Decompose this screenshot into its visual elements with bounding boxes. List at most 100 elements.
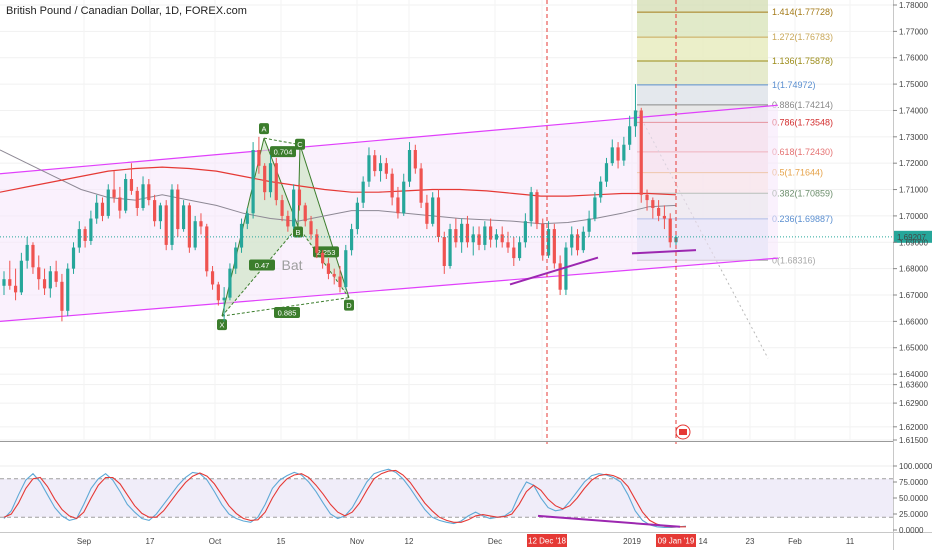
candle-body	[407, 150, 412, 182]
pattern-leg-ac[interactable]	[263, 137, 301, 146]
candle-body	[54, 271, 58, 282]
event-flag-icon[interactable]	[675, 424, 691, 440]
candle	[274, 157, 278, 206]
candle-body	[431, 197, 435, 224]
moving-average-red	[0, 166, 677, 197]
candle	[95, 194, 99, 224]
candle	[396, 186, 400, 219]
candle	[378, 155, 383, 182]
fib-level-label: 0(1.68316)	[772, 255, 816, 265]
candle	[13, 268, 18, 301]
candle-body	[454, 229, 458, 243]
candle	[216, 281, 220, 306]
channel-upper-line[interactable]	[0, 104, 779, 175]
candle	[517, 237, 522, 261]
pattern-point-box	[295, 138, 305, 150]
candle	[633, 84, 638, 137]
candle-body	[158, 205, 163, 222]
price-channel	[0, 104, 779, 322]
candle	[489, 218, 493, 248]
channel-fill	[0, 105, 778, 322]
candle	[529, 186, 533, 227]
oscillator-axis[interactable]: 100.0000 75.0000 50.0000 25.0000 0.0000	[893, 462, 932, 535]
candle	[257, 136, 261, 174]
candle	[581, 226, 585, 253]
time-tick-label: Oct	[209, 537, 222, 546]
candle-body	[48, 271, 52, 289]
candle-body	[633, 110, 638, 127]
candle	[141, 176, 145, 211]
candle	[176, 184, 180, 237]
candle	[465, 215, 470, 248]
price-tick-label: 1.70000	[899, 212, 928, 221]
chart-title: British Pound / Canadian Dollar, 1D, FOR…	[6, 5, 247, 17]
candle-body	[639, 110, 643, 195]
fib-level-label: 0.618(1.72430)	[772, 147, 833, 157]
candle-body	[118, 197, 122, 211]
pattern-ratio-label: 0.47	[255, 261, 270, 270]
candle-body	[465, 223, 470, 243]
pattern-leg-xd[interactable]	[221, 297, 350, 317]
pattern-leg-cd[interactable]	[299, 144, 350, 298]
price-divergence-line[interactable]	[509, 256, 599, 286]
candle	[106, 184, 110, 219]
candle	[37, 255, 41, 290]
candle	[494, 229, 499, 248]
fib-zone	[637, 84, 768, 105]
candle-body	[552, 229, 556, 264]
date-marker-label: 12 Dec '18	[528, 537, 567, 546]
pattern-point-x: X	[219, 321, 224, 330]
candle-body	[662, 215, 667, 219]
candle-body	[124, 179, 128, 211]
fib-level-label: 0.886(1.74214)	[772, 100, 833, 110]
price-axis[interactable]: 1.78000 1.77000 1.76000 1.75000 1.74000 1.730…	[893, 1, 928, 445]
channel-lower-line[interactable]	[0, 257, 779, 322]
candle-body	[83, 229, 87, 241]
fib-level-label: 0.236(1.69887)	[772, 214, 833, 224]
date-marker-label: 09 Jan '19	[658, 537, 695, 546]
candle	[355, 197, 359, 235]
osc-tick-label: 75.0000	[899, 478, 928, 487]
candle	[60, 273, 64, 322]
candle-body	[193, 221, 197, 248]
price-tick-label: 1.68000	[899, 265, 928, 274]
candle	[604, 157, 609, 187]
candle	[170, 184, 174, 251]
fib-zone-top	[637, 0, 768, 13]
candle-body	[448, 229, 452, 266]
annotations: 1.69207	[0, 0, 932, 532]
time-axis[interactable]: Sep17Oct15Nov12Dec1720191423Feb1112 Dec …	[77, 534, 855, 547]
candle-body	[95, 202, 99, 219]
pattern-point-b: B	[295, 228, 300, 237]
price-tick-label: 1.61500	[899, 436, 928, 445]
pattern-point-c: C	[297, 140, 303, 149]
candle	[575, 229, 580, 256]
candle-body	[286, 215, 290, 227]
candle	[112, 171, 116, 203]
candle	[222, 287, 226, 322]
candle	[135, 186, 139, 216]
pattern-leg-xb[interactable]	[221, 226, 299, 317]
candle	[419, 163, 423, 208]
candle	[471, 226, 475, 256]
candle-body	[303, 205, 307, 222]
fib-level-label: 1.136(1.75878)	[772, 56, 833, 66]
candle-body	[367, 155, 371, 182]
time-tick-label: 15	[277, 537, 286, 546]
candle	[373, 150, 377, 177]
osc-tick-label: 100.0000	[899, 462, 932, 471]
candle-body	[390, 173, 394, 198]
candle	[8, 260, 12, 290]
candle	[425, 194, 429, 230]
candle-body	[668, 218, 672, 243]
fib-level-label: 0.382(1.70859)	[772, 188, 833, 198]
candle-body	[222, 297, 226, 301]
price-divergence-line-recent[interactable]	[631, 249, 697, 255]
candle-body	[384, 163, 388, 174]
candle-body	[31, 244, 35, 268]
candle	[321, 250, 325, 269]
price-tick-label: 1.67000	[899, 291, 928, 300]
stoch-divergence-line[interactable]	[537, 514, 681, 528]
candle	[442, 231, 446, 274]
